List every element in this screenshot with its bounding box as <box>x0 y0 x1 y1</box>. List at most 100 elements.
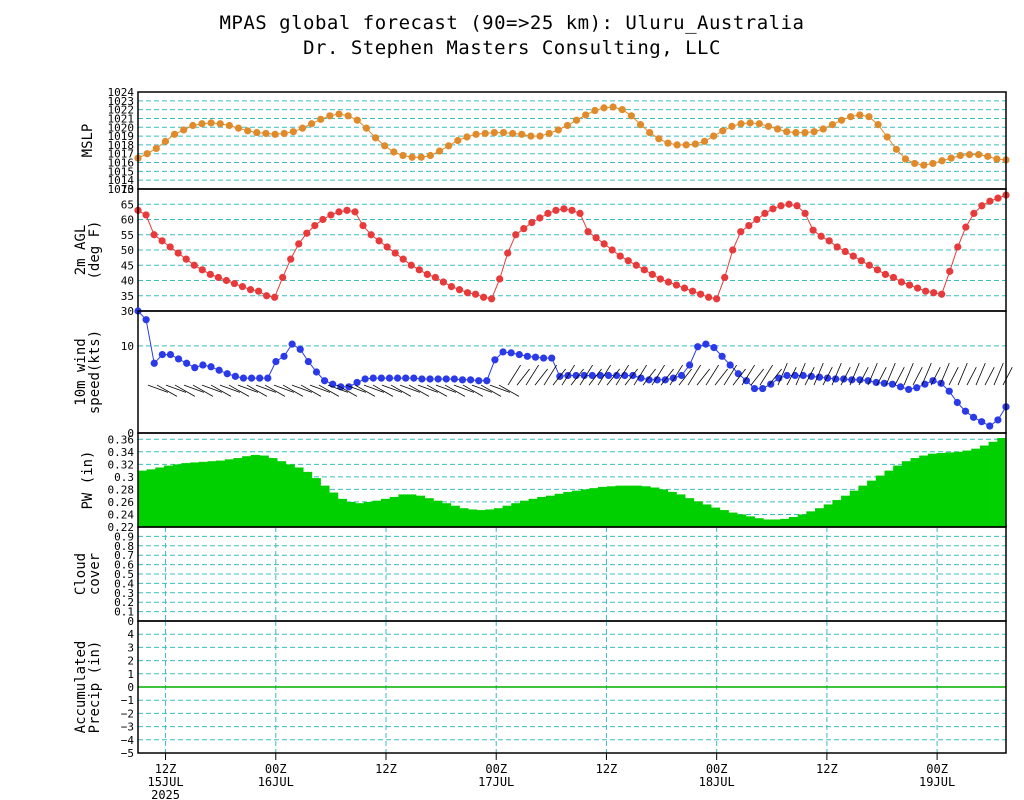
data-point <box>463 289 472 297</box>
data-point <box>320 377 329 385</box>
wind-barb <box>849 362 860 386</box>
data-point <box>767 380 775 388</box>
pw-bar <box>641 486 651 527</box>
data-point <box>454 136 462 145</box>
axis-title-line: Precip (in) <box>87 641 103 734</box>
axis-title-line: Accumulated <box>73 641 89 734</box>
data-point <box>580 371 588 380</box>
pw-bar <box>537 496 547 527</box>
tick-label: 0.24 <box>108 508 135 521</box>
wind-barb <box>174 384 196 397</box>
pw-bar <box>337 498 347 527</box>
time-label: 00Z <box>706 762 728 776</box>
tick-label: 1024 <box>108 86 135 99</box>
pw-bar <box>667 491 677 527</box>
data-point <box>271 130 279 138</box>
data-point <box>881 270 890 278</box>
data-point <box>190 261 198 269</box>
data-point <box>773 125 782 133</box>
data-point <box>520 225 528 233</box>
data-point <box>694 343 702 351</box>
pw-bar <box>884 470 894 527</box>
data-point <box>287 255 295 263</box>
wind-barb <box>579 364 593 386</box>
data-point <box>673 141 681 149</box>
pw-bar <box>771 519 781 527</box>
pw-bar <box>190 462 200 527</box>
data-point <box>783 371 791 380</box>
axis-title-line: (deg F) <box>87 220 103 279</box>
data-point <box>214 273 222 282</box>
pw-bar <box>754 518 764 527</box>
tick-label: −3 <box>121 721 134 734</box>
pw-bar <box>346 501 356 527</box>
pw-bar <box>502 505 512 527</box>
tick-label: 1023 <box>108 95 135 108</box>
wind-barb <box>327 384 349 393</box>
data-point <box>856 376 864 384</box>
wind-barb <box>876 366 887 386</box>
data-point <box>361 375 369 383</box>
pw-bar <box>823 504 833 527</box>
data-point <box>311 222 319 230</box>
data-point <box>737 228 745 236</box>
pw-bar <box>658 489 669 527</box>
pw-bar <box>719 510 729 527</box>
data-point <box>207 363 215 371</box>
data-point <box>705 293 713 301</box>
data-point <box>591 106 599 115</box>
data-point <box>759 384 767 393</box>
data-point <box>499 128 508 137</box>
data-point <box>304 357 312 366</box>
wind-barb <box>894 366 905 386</box>
pw-bar <box>233 458 243 527</box>
pw-bar <box>138 470 148 527</box>
axis-title-line: 10m wind <box>73 338 89 405</box>
data-point <box>488 295 496 303</box>
data-point <box>769 205 777 213</box>
tick-label: 50 <box>121 244 134 257</box>
wind-barb <box>858 366 869 386</box>
pw-bar <box>875 475 886 527</box>
tick-label: 0.1 <box>114 606 134 619</box>
data-point <box>166 350 175 359</box>
data-point <box>246 286 255 294</box>
data-point <box>359 222 367 230</box>
wind-barb <box>453 384 475 393</box>
data-point <box>745 222 753 230</box>
pw-bar <box>268 458 278 527</box>
data-point <box>540 354 548 362</box>
pw-bar <box>919 455 929 527</box>
wind-barb <box>984 366 995 386</box>
data-point <box>296 345 304 353</box>
data-point <box>393 374 402 382</box>
data-point <box>244 127 252 135</box>
pw-bar <box>893 465 903 527</box>
data-point <box>475 377 483 385</box>
pw-bar <box>407 494 417 527</box>
data-point <box>755 120 763 128</box>
wind-barb <box>552 368 566 386</box>
pw-bar <box>979 445 990 527</box>
data-point <box>646 128 654 137</box>
axis-title-line: MSLP <box>80 124 96 158</box>
tick-label: −5 <box>121 747 134 760</box>
wind-barb <box>597 364 611 386</box>
data-point <box>288 340 296 348</box>
data-point <box>377 374 385 382</box>
date-label: 15JUL <box>147 775 183 789</box>
tick-label: 0.36 <box>108 433 135 446</box>
pw-bar <box>302 471 313 527</box>
wind-barb <box>732 368 746 386</box>
data-point <box>648 270 656 278</box>
pw-bar <box>242 456 252 527</box>
data-point <box>158 237 166 245</box>
data-point <box>984 152 992 160</box>
data-point <box>655 135 663 143</box>
wind-barb <box>525 364 539 386</box>
pw-bar <box>901 461 912 527</box>
data-point <box>905 385 913 394</box>
pw-bar <box>615 485 625 527</box>
tick-label: −4 <box>121 734 135 747</box>
